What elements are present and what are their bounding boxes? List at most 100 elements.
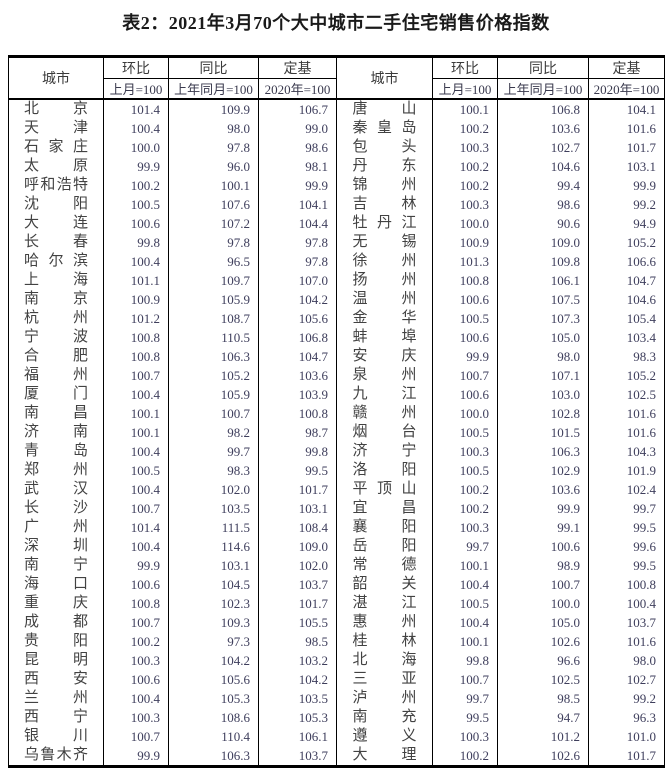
fixed-value-left: 109.0: [258, 537, 337, 556]
city-cell-right: 桂林: [336, 632, 433, 651]
fixed-value-left: 106.8: [258, 328, 337, 347]
city-name: 襄阳: [352, 519, 417, 535]
fixed-value-left: 106.1: [258, 727, 337, 746]
city-name: 扬州: [352, 272, 417, 288]
city-name: 泉州: [352, 367, 417, 383]
header-row-top: 城市 环比 同比 定基 城市 环比 同比 定基: [8, 56, 665, 100]
city-cell-right: 平顶山: [336, 480, 433, 499]
fixed-value-right: 94.9: [588, 214, 665, 233]
city-name: 桂林: [352, 633, 417, 649]
fixed-value-left: 103.6: [258, 366, 337, 385]
mom-value-right: 99.5: [432, 708, 498, 727]
yoy-value-right: 104.6: [497, 157, 589, 176]
mom-value-right: 100.6: [432, 328, 498, 347]
fixed-value-right: 101.0: [588, 727, 665, 746]
city-name: 南充: [352, 709, 417, 725]
yoy-value-left: 111.5: [168, 518, 259, 537]
city-cell-left: 大连: [9, 214, 104, 233]
mom-value-left: 100.8: [103, 347, 169, 366]
yoy-value-right: 107.1: [497, 366, 589, 385]
yoy-value-right: 94.7: [497, 708, 589, 727]
fixed-value-left: 103.2: [258, 651, 337, 670]
city-cell-right: 锦州: [336, 176, 433, 195]
yoy-value-left: 105.3: [168, 689, 259, 708]
city-cell-right: 常德: [336, 556, 433, 575]
mom-value-left: 100.3: [103, 651, 169, 670]
yoy-value-left: 109.9: [168, 99, 259, 119]
city-name: 合肥: [24, 348, 88, 364]
city-cell-right: 南充: [336, 708, 433, 727]
fixed-value-right: 105.2: [588, 366, 665, 385]
mom-value-left: 101.1: [103, 271, 169, 290]
mom-value-left: 99.9: [103, 157, 169, 176]
fixed-value-left: 102.0: [258, 556, 337, 575]
yoy-value-left: 100.1: [168, 176, 259, 195]
mom-value-right: 99.7: [432, 537, 498, 556]
mom-value-right: 100.2: [432, 746, 498, 767]
mom-value-right: 99.8: [432, 651, 498, 670]
fixed-value-left: 104.2: [258, 290, 337, 309]
fixed-value-right: 105.4: [588, 309, 665, 328]
city-name: 丹东: [352, 158, 417, 174]
mom-value-left: 100.5: [103, 195, 169, 214]
city-name: 安庆: [352, 348, 417, 364]
yoy-value-right: 106.1: [497, 271, 589, 290]
fixed-value-right: 103.4: [588, 328, 665, 347]
yoy-value-left: 108.6: [168, 708, 259, 727]
city-name: 昆明: [24, 652, 88, 668]
city-name: 贵阳: [24, 633, 88, 649]
table-row: 乌鲁木齐 99.9 106.3 103.7 大理 100.2 102.6 101.7: [9, 746, 665, 767]
table-row: 呼和浩特 100.2 100.1 99.9 锦州 100.2 99.4 99.9: [9, 176, 665, 195]
city-name: 海口: [24, 576, 88, 592]
fixed-value-left: 98.5: [258, 632, 337, 651]
city-cell-left: 武汉: [9, 480, 104, 499]
yoy-value-left: 104.5: [168, 575, 259, 594]
yoy-value-left: 102.3: [168, 594, 259, 613]
table-row: 长沙 100.7 103.5 103.1 宜昌 100.2 99.9 99.7: [9, 499, 665, 518]
city-name: 大连: [24, 215, 88, 231]
table-row: 银川 100.7 110.4 106.1 遵义 100.3 101.2 101.0: [9, 727, 665, 746]
fixed-value-right: 101.9: [588, 461, 665, 480]
city-name: 广州: [24, 519, 88, 535]
fixed-value-right: 105.2: [588, 233, 665, 252]
yoy-value-right: 90.6: [497, 214, 589, 233]
city-name: 济宁: [352, 443, 417, 459]
yoy-value-right: 98.9: [497, 556, 589, 575]
fixed-value-left: 98.7: [258, 423, 337, 442]
mom-value-right: 99.7: [432, 689, 498, 708]
mom-value-right: 100.3: [432, 442, 498, 461]
city-name: 青岛: [24, 443, 88, 459]
mom-value-right: 100.2: [432, 157, 498, 176]
city-name: 南昌: [24, 405, 88, 421]
fixed-value-right: 99.6: [588, 537, 665, 556]
city-cell-right: 吉林: [336, 195, 433, 214]
city-name: 平顶山: [352, 481, 417, 497]
fixed-value-right: 101.6: [588, 404, 665, 423]
yoy-value-right: 102.6: [497, 632, 589, 651]
fixed-value-right: 98.0: [588, 651, 665, 670]
fixed-value-right: 102.5: [588, 385, 665, 404]
yoy-value-left: 99.7: [168, 442, 259, 461]
city-cell-left: 南昌: [9, 404, 104, 423]
mom-value-left: 100.7: [103, 499, 169, 518]
city-cell-right: 温州: [336, 290, 433, 309]
city-cell-right: 牡丹江: [336, 214, 433, 233]
yoy-value-left: 97.8: [168, 233, 259, 252]
mom-value-right: 100.3: [432, 195, 498, 214]
city-cell-left: 兰州: [9, 689, 104, 708]
header-mom-left: 环比: [103, 56, 169, 79]
city-cell-left: 南宁: [9, 556, 104, 575]
city-cell-left: 银川: [9, 727, 104, 746]
yoy-value-left: 98.0: [168, 119, 259, 138]
yoy-value-right: 100.0: [497, 594, 589, 613]
city-cell-left: 成都: [9, 613, 104, 632]
fixed-value-left: 103.7: [258, 746, 337, 767]
city-name: 洛阳: [352, 462, 417, 478]
mom-value-left: 100.8: [103, 594, 169, 613]
mom-value-right: 100.5: [432, 423, 498, 442]
fixed-value-left: 103.9: [258, 385, 337, 404]
city-cell-left: 杭州: [9, 309, 104, 328]
city-cell-right: 无锡: [336, 233, 433, 252]
fixed-value-right: 102.4: [588, 480, 665, 499]
